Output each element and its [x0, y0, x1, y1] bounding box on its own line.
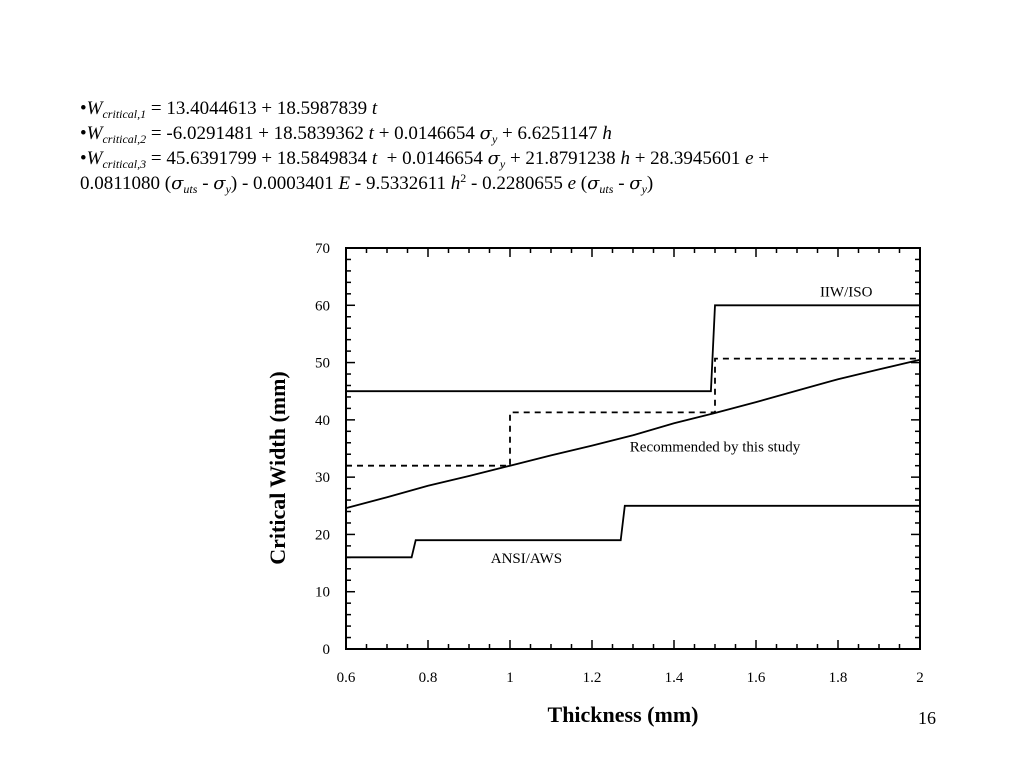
- formula-text: +: [753, 148, 770, 169]
- formula-subscript: y: [641, 182, 647, 196]
- sigma-symbol: σ: [171, 173, 184, 194]
- formula-3-continued: 0.0811080 (σuts - σy) - 0.0003401 E - 9.…: [80, 171, 950, 196]
- formula-text: (: [576, 173, 588, 194]
- formula-text: + 0.0146654: [377, 148, 488, 169]
- formula-text: ): [646, 173, 654, 194]
- x-tick-label: 2: [916, 670, 924, 686]
- series-lines: [345, 304, 921, 559]
- formula-var: W: [86, 148, 103, 169]
- formula-var: h: [602, 123, 612, 144]
- sigma-symbol: σ: [487, 148, 500, 169]
- y-tick-label: 0: [323, 642, 331, 658]
- x-tick-label: 1.8: [829, 670, 848, 686]
- formula-var: W: [86, 98, 103, 119]
- formula-text: + 28.3945601: [629, 148, 746, 169]
- x-tick-label: 1.6: [747, 670, 766, 686]
- formula-subscript: critical,1: [102, 107, 147, 121]
- x-tick-label: 1: [506, 670, 514, 686]
- y-tick-label: 20: [315, 527, 330, 543]
- formula-text: + 0.0146654: [373, 123, 480, 144]
- sigma-symbol: σ: [213, 173, 226, 194]
- sigma-symbol: σ: [629, 173, 642, 194]
- formula-text: = 45.6391799 + 18.5849834: [146, 148, 372, 169]
- annotation-label: IIW/ISO: [820, 285, 873, 301]
- bullet: •: [80, 148, 87, 169]
- x-tick-label: 0.8: [419, 670, 438, 686]
- formula-var: W: [86, 123, 103, 144]
- formula-text: = 13.4044613 + 18.5987839: [146, 98, 372, 119]
- formula-subscript: uts: [183, 182, 198, 196]
- y-tick-label: 60: [315, 298, 330, 314]
- formula-var: e: [745, 148, 754, 169]
- series-line-0: [346, 304, 920, 393]
- formula-var: t: [371, 148, 378, 169]
- series-line-2: [345, 358, 921, 509]
- formula-subscript: y: [499, 157, 506, 171]
- y-tick-label: 10: [315, 585, 330, 601]
- x-tick-label: 1.4: [665, 670, 684, 686]
- annotation-label: Recommended by this study: [630, 439, 801, 455]
- x-tick-label: 0.6: [337, 670, 356, 686]
- formula-var: t: [371, 98, 378, 119]
- y-tick-label: 50: [315, 356, 330, 372]
- y-tick-label: 40: [315, 413, 330, 429]
- formula-subscript: critical,3: [102, 157, 147, 171]
- formula-text: + 21.8791238: [505, 148, 621, 169]
- y-tick-label: 30: [315, 470, 330, 486]
- formula-superscript: 2: [460, 171, 467, 185]
- formula-subscript: uts: [599, 182, 614, 196]
- formula-3: •Wcritical,3 = 45.6391799 + 18.5849834 t…: [80, 146, 950, 171]
- formula-var: E: [338, 173, 351, 194]
- formula-1: •Wcritical,1 = 13.4044613 + 18.5987839 t: [80, 96, 950, 121]
- series-line-1: [346, 504, 920, 559]
- page-number: 16: [918, 708, 936, 728]
- formula-var: e: [567, 173, 577, 194]
- formula-var: h: [450, 173, 461, 194]
- sigma-symbol: σ: [479, 123, 492, 144]
- x-tick-label: 1.2: [583, 670, 602, 686]
- formula-text: ) - 0.0003401: [230, 173, 339, 194]
- bullet: •: [80, 98, 87, 119]
- x-axis-label: Thickness (mm): [548, 702, 699, 727]
- sigma-symbol: σ: [587, 173, 600, 194]
- formula-block: •Wcritical,1 = 13.4044613 + 18.5987839 t…: [80, 96, 950, 196]
- y-axis-label: Critical Width (mm): [265, 371, 290, 565]
- formula-text: -: [613, 173, 630, 194]
- annotations: IIW/ISO Recommended by this study ANSI/AWS: [491, 285, 873, 567]
- formula-text: -: [197, 173, 214, 194]
- formula-subscript: y: [225, 182, 231, 196]
- formula-text: 0.0811080 (: [80, 173, 172, 194]
- formula-text: = -6.0291481 + 18.5839362: [146, 123, 369, 144]
- formula-text: - 9.5332611: [350, 173, 451, 194]
- series-line-3: [346, 357, 920, 467]
- formula-2: •Wcritical,2 = -6.0291481 + 18.5839362 t…: [80, 121, 950, 146]
- bullet: •: [80, 123, 87, 144]
- formula-text: + 6.6251147: [497, 123, 603, 144]
- formula-subscript: critical,2: [102, 132, 147, 146]
- formula-subscript: y: [491, 132, 498, 146]
- y-tick-label: 70: [315, 241, 330, 257]
- formula-var: h: [620, 148, 630, 169]
- plot-frame: [345, 247, 921, 650]
- formula-text: - 0.2280655: [466, 173, 568, 194]
- formula-var: t: [368, 123, 374, 144]
- annotation-label: ANSI/AWS: [491, 551, 562, 567]
